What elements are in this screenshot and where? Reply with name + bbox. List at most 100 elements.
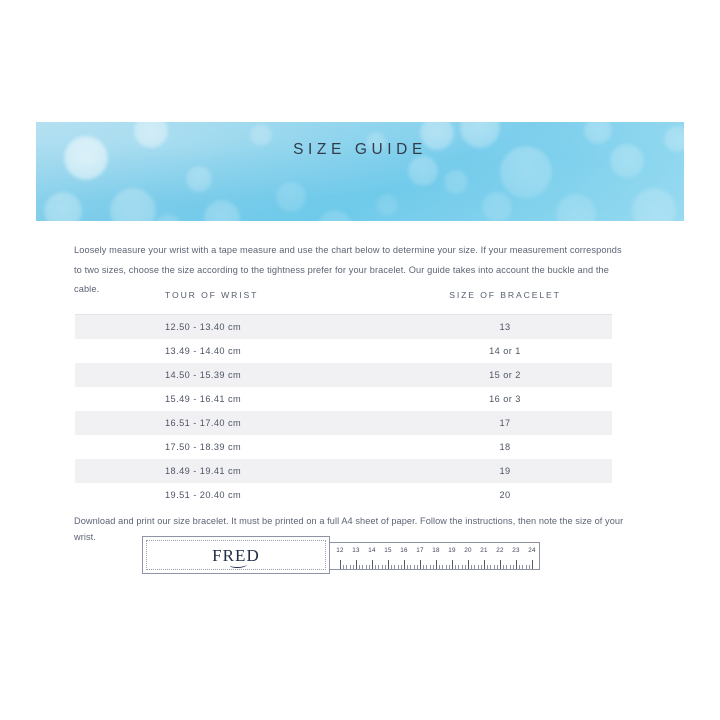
ruler-tick-minor	[362, 565, 364, 569]
ruler-tick-minor	[359, 565, 361, 569]
ruler-tick-label: 14	[368, 547, 376, 554]
ruler-tick-minor	[445, 565, 447, 569]
ruler-tick-minor	[522, 565, 524, 569]
cell-size-of-bracelet: 14 or 1	[489, 346, 521, 356]
ruler-tick-label: 15	[384, 547, 392, 554]
ruler-tick-minor	[519, 565, 521, 569]
bracelet-ruler-strip: 12 13 14 15 16 17 18 19 20 21 22 23 24	[330, 542, 540, 570]
ruler-tick-minor	[496, 565, 498, 569]
ruler-tick-major	[404, 560, 405, 569]
ruler-tick-minor	[490, 565, 492, 569]
ruler-tick-major	[340, 560, 341, 569]
ruler-tick-minor	[461, 565, 463, 569]
ruler-tick-minor	[525, 565, 527, 569]
ruler-tick-minor	[448, 565, 450, 569]
cell-tour-of-wrist: 12.50 - 13.40 cm	[165, 322, 242, 332]
fred-logo: FRED	[212, 546, 260, 565]
ruler-tick-minor	[343, 565, 345, 569]
ruler-tick-label: 16	[400, 547, 408, 554]
ruler-tick-minor	[480, 565, 482, 569]
ruler-tick-major	[484, 560, 485, 569]
ruler-tick-minor	[381, 565, 383, 569]
ruler-tick-major	[452, 560, 453, 569]
ruler-tick-major	[516, 560, 517, 569]
ruler-tick-minor	[352, 565, 354, 569]
ruler-tick-minor	[471, 565, 473, 569]
ruler-tick-major	[372, 560, 373, 569]
ruler-tick-minor	[474, 565, 476, 569]
page-title: SIZE GUIDE	[293, 141, 427, 158]
cell-size-of-bracelet: 20	[499, 490, 511, 500]
ruler-tick-label: 24	[528, 547, 536, 554]
cell-size-of-bracelet: 16 or 3	[489, 394, 521, 404]
ruler-tick-minor	[349, 565, 351, 569]
table-row: 13.49 - 14.40 cm 14 or 1	[75, 339, 612, 363]
ruler-tick-label: 12	[336, 547, 344, 554]
ruler-tick-minor	[426, 565, 428, 569]
ruler-tick-minor	[410, 565, 412, 569]
cell-tour-of-wrist: 16.51 - 17.40 cm	[165, 418, 242, 428]
table-row: 15.49 - 16.41 cm 16 or 3	[75, 387, 612, 411]
ruler-tick-minor	[432, 565, 434, 569]
column-header-size-of-bracelet: SIZE OF BRACELET	[449, 290, 561, 300]
ruler-tick-minor	[506, 565, 508, 569]
ruler-tick-major	[436, 560, 437, 569]
table-row: 12.50 - 13.40 cm 13	[75, 315, 612, 339]
banner-tint-overlay	[36, 122, 684, 221]
cell-size-of-bracelet: 18	[499, 442, 511, 452]
cell-tour-of-wrist: 17.50 - 18.39 cm	[165, 442, 242, 452]
ruler-tick-minor	[365, 565, 367, 569]
ruler-tick-major	[420, 560, 421, 569]
ruler-tick-minor	[397, 565, 399, 569]
ruler-tick-minor	[493, 565, 495, 569]
ruler-tick-major	[500, 560, 501, 569]
ruler-tick-minor	[503, 565, 505, 569]
download-instruction-text: Download and print our size bracelet. It…	[74, 516, 624, 542]
ruler-tick-label: 19	[448, 547, 456, 554]
ruler-tick-label: 18	[432, 547, 440, 554]
size-chart-table: TOUR OF WRIST SIZE OF BRACELET 12.50 - 1…	[75, 288, 612, 507]
ruler-tick-minor	[391, 565, 393, 569]
intro-paragraph: Loosely measure your wrist with a tape m…	[74, 245, 622, 294]
cell-size-of-bracelet: 17	[499, 418, 511, 428]
cell-size-of-bracelet: 13	[499, 322, 511, 332]
ruler-tick-minor	[509, 565, 511, 569]
ruler-tick-major	[532, 560, 533, 569]
ruler-tick-major	[356, 560, 357, 569]
cell-tour-of-wrist: 18.49 - 19.41 cm	[165, 466, 242, 476]
table-row: 17.50 - 18.39 cm 18	[75, 435, 612, 459]
cell-tour-of-wrist: 14.50 - 15.39 cm	[165, 370, 242, 380]
ruler-tick-minor	[455, 565, 457, 569]
ruler-tick-minor	[400, 565, 402, 569]
ruler-tick-label: 23	[512, 547, 520, 554]
cell-tour-of-wrist: 13.49 - 14.40 cm	[165, 346, 242, 356]
cell-size-of-bracelet: 19	[499, 466, 511, 476]
table-header-row: TOUR OF WRIST SIZE OF BRACELET	[75, 288, 612, 315]
ruler-tick-major	[388, 560, 389, 569]
table-row: 19.51 - 20.40 cm 20	[75, 483, 612, 507]
cell-size-of-bracelet: 15 or 2	[489, 370, 521, 380]
ruler-tick-label: 17	[416, 547, 424, 554]
ruler-tick-minor	[464, 565, 466, 569]
ruler-tick-minor	[413, 565, 415, 569]
ruler-tick-minor	[458, 565, 460, 569]
ruler-tick-label: 21	[480, 547, 488, 554]
bracelet-logo-box: FRED	[142, 536, 330, 574]
ruler-tick-minor	[375, 565, 377, 569]
ruler-tick-minor	[407, 565, 409, 569]
cell-tour-of-wrist: 15.49 - 16.41 cm	[165, 394, 242, 404]
ruler-tick-minor	[368, 565, 370, 569]
ruler-tick-minor	[429, 565, 431, 569]
ruler-tick-minor	[477, 565, 479, 569]
cell-tour-of-wrist: 19.51 - 20.40 cm	[165, 490, 242, 500]
printable-size-bracelet: FRED 12 13 14 15 16 17 18 19 20 21 22 23 24	[142, 536, 540, 576]
ruler-tick-label: 20	[464, 547, 472, 554]
ruler-tick-minor	[416, 565, 418, 569]
table-row: 16.51 - 17.40 cm 17	[75, 411, 612, 435]
size-guide-banner: SIZE GUIDE	[36, 122, 684, 221]
fred-logo-swash	[230, 562, 247, 568]
ruler-tick-label: 22	[496, 547, 504, 554]
bracelet-dotted-border	[146, 540, 326, 570]
ruler-tick-minor	[346, 565, 348, 569]
ruler-tick-minor	[378, 565, 380, 569]
